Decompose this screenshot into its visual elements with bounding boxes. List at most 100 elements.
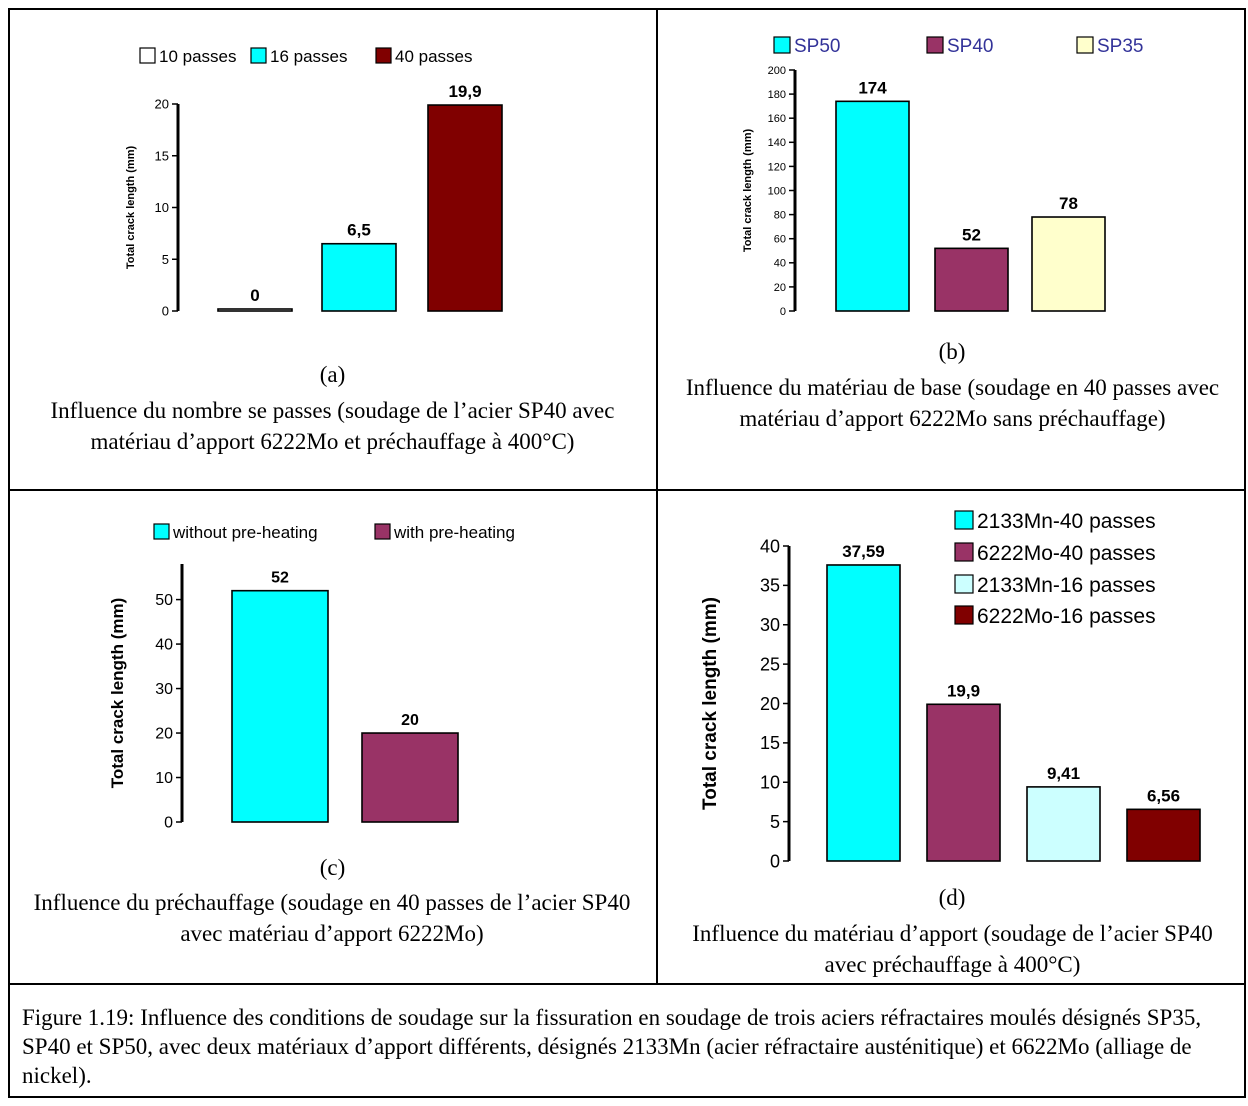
bar [321, 242, 397, 312]
y-tick-label: 40 [774, 258, 786, 270]
y-tick-label: 0 [780, 306, 786, 318]
bar [1026, 786, 1101, 862]
data-label: 174 [858, 78, 887, 97]
chart-panel-a: 0 5 10 15 20 Total crack length (mm) 0 6,5 19,9 1… [125, 47, 503, 319]
data-label: 37,59 [842, 542, 885, 561]
y-tick-label: 60 [774, 234, 786, 246]
panel-a-letter: (a) [319, 362, 346, 387]
bar [231, 589, 329, 823]
panel-d-letter: (d) [938, 885, 966, 910]
y-axis-label: Total crack length (mm) [742, 129, 754, 253]
data-label: 0 [250, 286, 259, 305]
y-tick-label: 30 [155, 681, 173, 698]
bar [826, 564, 901, 862]
y-tick-label: 25 [760, 654, 780, 674]
figure-caption: Figure 1.19: Influence des conditions de… [22, 1005, 1202, 1088]
panel-b-letter: (b) [938, 339, 966, 364]
y-tick-label: 30 [760, 615, 780, 635]
bar [361, 732, 459, 823]
y-tick-label: 0 [162, 304, 169, 319]
legend-label: SP35 [1097, 36, 1143, 57]
bar [427, 104, 503, 312]
y-axis-label: Total crack length (mm) [125, 146, 137, 270]
legend-label: without pre-heating [172, 523, 318, 542]
bar [934, 247, 1009, 312]
data-label: 9,41 [1047, 764, 1080, 783]
legend-swatch [139, 47, 156, 64]
legend-label: SP40 [947, 36, 993, 57]
vertical-divider [656, 8, 658, 984]
data-label: 52 [962, 225, 981, 244]
y-tick-label: 10 [155, 770, 173, 787]
y-tick-label: 20 [760, 694, 780, 714]
panel-c-letter: (c) [319, 855, 346, 880]
legend-label: 6222Mo-40 passes [977, 542, 1156, 565]
horizontal-divider-bottom [8, 983, 1246, 985]
legend-swatch [153, 523, 170, 540]
legend-swatch [954, 542, 974, 562]
legend-label: 2133Mn-40 passes [977, 510, 1156, 533]
y-axis-label: Total crack length (mm) [700, 597, 721, 810]
bar [1031, 216, 1106, 312]
legend-label: with pre-heating [393, 523, 515, 542]
y-tick-label: 5 [162, 252, 169, 267]
y-tick-label: 10 [155, 200, 169, 215]
legend-label: 2133Mn-16 passes [977, 574, 1156, 597]
legend-label: SP50 [794, 36, 840, 57]
legend-label: 40 passes [395, 47, 473, 66]
y-tick-label: 20 [155, 726, 173, 743]
legend-label: 10 passes [159, 47, 237, 66]
horizontal-divider-middle [8, 489, 1246, 491]
data-label: 6,56 [1147, 786, 1180, 805]
figure-frame [8, 8, 1246, 1098]
y-axis-label: Total crack length (mm) [108, 598, 127, 789]
y-tick-label: 120 [768, 161, 786, 173]
legend-swatch [374, 523, 391, 540]
legend-swatch [926, 36, 944, 54]
y-tick-label: 40 [760, 536, 780, 556]
panel-b-caption: Influence du matériau de base (soudage e… [685, 375, 1220, 431]
y-tick-label: 80 [774, 209, 786, 221]
bar [217, 308, 293, 312]
y-tick-label: 15 [760, 733, 780, 753]
y-tick-label: 100 [768, 185, 786, 197]
y-tick-label: 50 [155, 592, 173, 609]
legend-swatch [773, 36, 791, 54]
data-label: 6,5 [347, 221, 371, 240]
legend-swatch [954, 510, 974, 530]
chart-panel-c: 0 10 20 30 40 50 Total crack length (mm) 52 20 wi… [108, 523, 515, 832]
panel-a-caption: Influence du nombre se passes (soudage d… [50, 398, 615, 454]
chart-panel-d: 0 5 10 15 20 25 30 35 40 Total crack length (mm) 3… [700, 510, 1201, 871]
data-label: 19,9 [947, 681, 980, 700]
bar [1126, 808, 1201, 862]
legend-swatch [250, 47, 267, 64]
panel-c-caption: Influence du préchauffage (soudage en 40… [33, 890, 631, 946]
legend-swatch [1076, 36, 1094, 54]
y-tick-label: 0 [164, 815, 173, 832]
legend-swatch [954, 574, 974, 594]
data-label: 19,9 [448, 82, 481, 101]
y-tick-label: 160 [768, 113, 786, 125]
y-tick-label: 15 [155, 148, 169, 163]
legend-label: 16 passes [270, 47, 348, 66]
y-tick-label: 0 [770, 851, 780, 871]
y-tick-label: 20 [774, 282, 786, 294]
bar [835, 100, 910, 312]
data-label: 52 [271, 570, 289, 587]
chart-panel-b: 0 20 40 60 80 100 120 140 160 180 200 Total crack l… [742, 36, 1143, 318]
data-label: 20 [401, 712, 419, 729]
y-tick-label: 40 [155, 637, 173, 654]
y-tick-label: 180 [768, 89, 786, 101]
bar [926, 703, 1001, 862]
y-tick-label: 10 [760, 773, 780, 793]
legend-swatch [954, 605, 974, 625]
y-tick-label: 5 [770, 812, 780, 832]
legend-label: 6222Mo-16 passes [977, 605, 1156, 628]
y-tick-label: 35 [760, 576, 780, 596]
legend-swatch [375, 47, 392, 64]
panel-d-caption: Influence du matériau d’apport (soudage … [692, 921, 1213, 977]
y-tick-label: 200 [768, 65, 786, 77]
y-tick-label: 20 [155, 97, 169, 112]
y-tick-label: 140 [768, 137, 786, 149]
data-label: 78 [1059, 194, 1078, 213]
